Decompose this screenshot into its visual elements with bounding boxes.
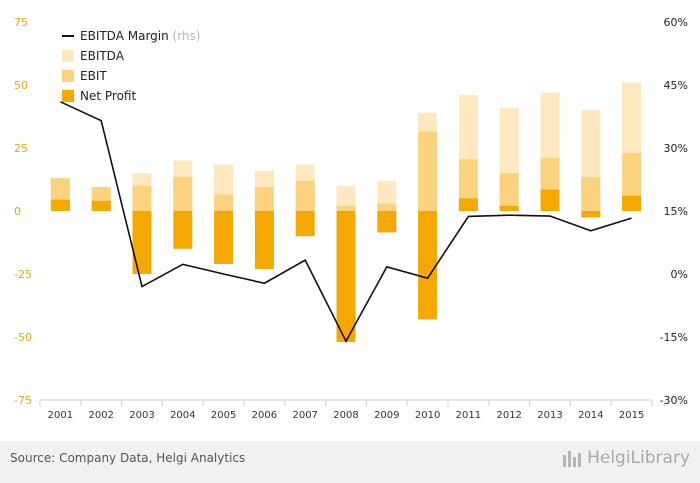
y-left-tick-label: -50	[14, 331, 32, 344]
x-tick-label: 2012	[496, 410, 521, 421]
source-note: Source: Company Data, Helgi Analytics	[10, 451, 246, 465]
bar-net-profit-2009	[377, 211, 397, 233]
bar-ebit-2010	[418, 131, 438, 211]
x-tick-label: 2004	[170, 410, 195, 421]
bar-net-profit-2006	[254, 211, 274, 269]
bar-ebit-2008	[336, 205, 356, 211]
legend: EBITDA Margin (rhs) EBITDA EBIT Net Profit	[62, 29, 201, 103]
x-tick-label: 2009	[374, 410, 399, 421]
bar-net-profit-2013	[540, 189, 560, 211]
x-tick-label: 2001	[48, 410, 73, 421]
legend-swatch-ebitda	[62, 50, 74, 62]
bar-ebit-2012	[499, 173, 519, 211]
bar-net-profit-2002	[91, 200, 111, 211]
y-right-tick-label: 45%	[664, 79, 688, 92]
y-left-tick-label: -25	[14, 268, 32, 281]
y-right-tick-label: -30%	[660, 394, 688, 407]
bar-ebit-2007	[295, 180, 315, 211]
bar-net-profit-2004	[173, 211, 193, 249]
legend-swatch-net-profit	[62, 90, 74, 102]
legend-swatch-ebit	[62, 70, 74, 82]
legend-label-net-profit: Net Profit	[80, 89, 136, 103]
legend-label-ebitda: EBITDA	[80, 49, 125, 63]
bar-net-profit-2008	[336, 211, 356, 343]
bar-ebit-2003	[132, 185, 152, 211]
legend-label-ebitda-margin: EBITDA Margin (rhs)	[80, 29, 201, 43]
bar-ebit-2009	[377, 203, 397, 211]
chart: 75 50 25 0 -25 -50 -75 60% 45% 30% 15% 0% -15% -30% 20…	[14, 16, 688, 421]
bar-ebit-2014	[581, 176, 601, 211]
x-tick-label: 2013	[537, 410, 562, 421]
x-tick-label: 2005	[211, 410, 236, 421]
y-right-tick-label: 60%	[664, 16, 688, 29]
bar-net-profit-2005	[214, 211, 234, 264]
brand-logo: HelgiLibrary	[561, 447, 690, 469]
margin-line-layer	[60, 101, 632, 343]
y-left-tick-label: -75	[14, 394, 32, 407]
bar-net-profit-2007	[295, 211, 315, 237]
bar-net-profit-2012	[499, 205, 519, 211]
bar-ebit-2006	[254, 187, 274, 211]
bar-net-profit-2003	[132, 211, 152, 274]
x-tick-label: 2008	[333, 410, 358, 421]
footer	[0, 441, 700, 483]
x-tick-label: 2014	[578, 410, 603, 421]
x-tick-label: 2003	[129, 410, 154, 421]
library-icon	[563, 451, 582, 467]
bar-net-profit-2010	[418, 211, 438, 320]
brand-name: HelgiLibrary	[587, 448, 690, 468]
x-tick-label: 2002	[88, 410, 113, 421]
x-tick-label: 2015	[619, 410, 644, 421]
bar-ebitda-2008	[336, 185, 356, 211]
y-left-tick-label: 25	[14, 142, 28, 155]
x-tick-label: 2007	[292, 410, 317, 421]
x-tick-label: 2011	[456, 410, 481, 421]
bars	[50, 82, 642, 343]
x-tick-label: 2010	[415, 410, 440, 421]
y-right-tick-label: 30%	[664, 142, 688, 155]
y-right-tick-label: 0%	[671, 268, 688, 281]
ebitda-margin-line	[60, 101, 632, 343]
tick-labels: 75 50 25 0 -25 -50 -75 60% 45% 30% 15% 0% -15% -30% 20…	[14, 16, 688, 421]
y-left-tick-label: 0	[14, 205, 21, 218]
y-left-tick-label: 50	[14, 79, 28, 92]
legend-note-rhs: (rhs)	[173, 29, 201, 43]
bar-ebit-2004	[173, 176, 193, 211]
x-tick-label: 2006	[252, 410, 277, 421]
y-right-tick-label: -15%	[660, 331, 688, 344]
legend-label-ebit: EBIT	[80, 69, 107, 83]
bar-net-profit-2001	[50, 199, 70, 211]
bar-net-profit-2011	[458, 198, 478, 211]
bar-ebit-2005	[214, 194, 234, 211]
axes	[39, 399, 653, 406]
y-right-tick-label: 15%	[664, 205, 688, 218]
bar-ebit-2011	[458, 159, 478, 211]
bar-net-profit-2014	[581, 211, 601, 218]
y-left-tick-label: 75	[14, 16, 28, 29]
bar-net-profit-2015	[622, 195, 642, 211]
